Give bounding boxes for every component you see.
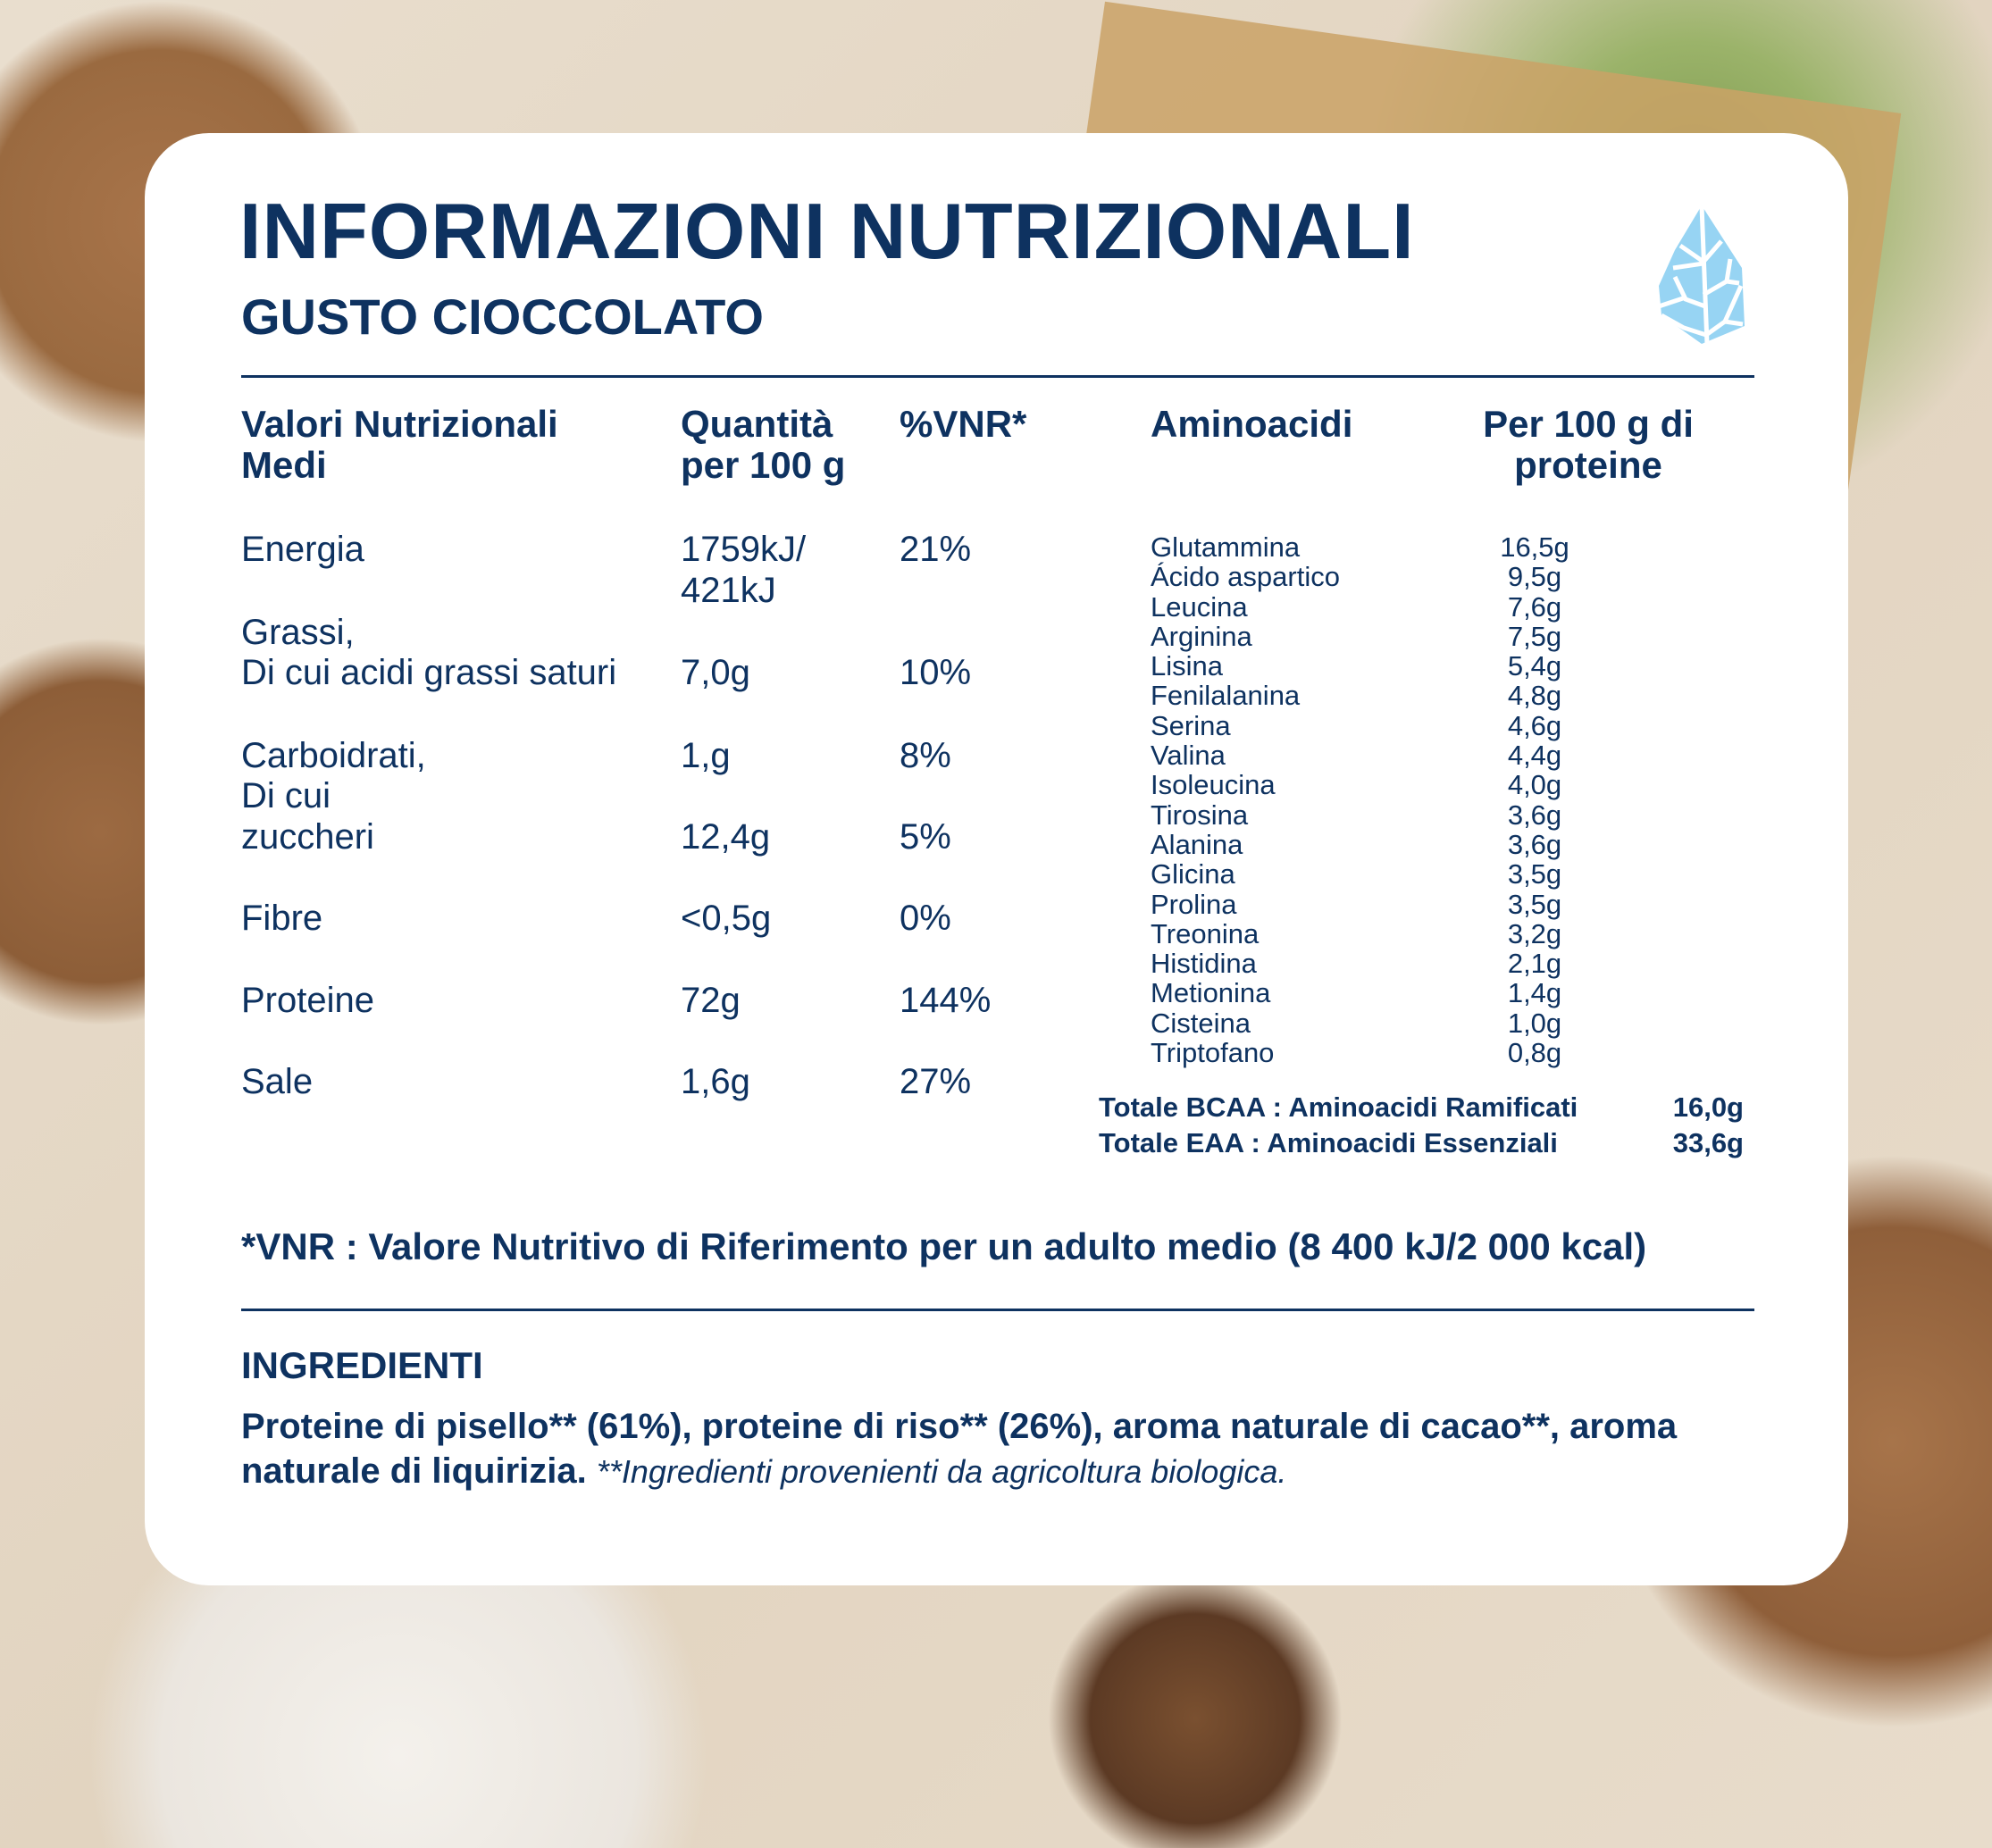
page-title: INFORMAZIONI NUTRIZIONALI <box>239 187 1415 275</box>
amino-row: Isoleucina 4,0g <box>1151 769 1651 801</box>
amino-row: Treonina 3,2g <box>1151 919 1651 949</box>
amino-name: Fenilalanina <box>1151 680 1301 712</box>
amino-row: Histidina 2,1g <box>1151 948 1651 980</box>
nutrient-quantity: <0,5g <box>681 899 772 938</box>
amino-row: Prolina 3,5g <box>1151 888 1651 920</box>
amino-name: Histidina <box>1151 948 1257 980</box>
col-header-amino: Aminoacidi <box>1151 403 1353 445</box>
divider <box>241 375 1754 378</box>
nutrient-vnr: 10% <box>900 653 972 692</box>
amino-name: Glutammina <box>1151 531 1301 563</box>
amino-name: Cisteina <box>1151 1007 1251 1039</box>
nutrient-vnr: 144% <box>900 981 992 1020</box>
page-subtitle: GUSTO CIOCCOLATO <box>241 288 764 345</box>
amino-value: 4,4g <box>1507 740 1562 772</box>
amino-name: Metionina <box>1151 977 1271 1009</box>
amino-value: 3,5g <box>1507 888 1562 920</box>
amino-row: Valina 4,4g <box>1151 740 1651 772</box>
nutrient-vnr: 0% <box>900 899 951 938</box>
amino-value: 4,6g <box>1507 709 1562 741</box>
amino-name: Triptofano <box>1151 1037 1275 1069</box>
amino-name: Tirosina <box>1151 799 1249 831</box>
nutrient-name: Carboidrati, <box>241 736 426 775</box>
nutrient-quantity: 1,g <box>681 736 731 775</box>
nutrient-name: Di cui acidi grassi saturi <box>241 653 617 692</box>
ingredients-note: **Ingredienti provenienti da agricoltura… <box>596 1453 1287 1490</box>
amino-value: 3,2g <box>1507 917 1562 949</box>
amino-row: Triptofano 0,8g <box>1151 1037 1651 1069</box>
amino-name: Isoleucina <box>1151 769 1276 801</box>
amino-value: 1,0g <box>1507 1007 1562 1039</box>
amino-value: 4,8g <box>1507 680 1562 712</box>
amino-value: 0,8g <box>1507 1037 1562 1069</box>
amino-name: Treonina <box>1151 917 1260 949</box>
amino-row: Glutammina 16,5g <box>1151 531 1651 563</box>
nutrient-quantity: 72g <box>681 981 741 1020</box>
amino-value: 3,6g <box>1507 799 1562 831</box>
amino-name: Ácido aspartico <box>1151 561 1340 593</box>
amino-name: Glicina <box>1151 858 1235 891</box>
eaa-value: 33,6g <box>1672 1127 1744 1158</box>
eaa-label: Totale EAA : Aminoacidi Essenziali <box>1099 1127 1558 1158</box>
amino-row: Fenilalanina 4,8g <box>1151 680 1651 712</box>
nutrient-name: zuccheri <box>241 817 374 857</box>
nutrient-name: Grassi, <box>241 613 355 652</box>
amino-value: 16,5g <box>1500 531 1569 563</box>
amino-name: Alanina <box>1151 828 1243 860</box>
col-header-vnr: %VNR* <box>900 403 1027 445</box>
amino-value: 3,6g <box>1507 828 1562 860</box>
nutrient-quantity: 12,4g <box>681 817 771 857</box>
amino-row: Arginina 7,5g <box>1151 620 1651 652</box>
nutrient-name: Fibre <box>241 899 323 938</box>
leaf-drop-icon <box>1658 205 1745 345</box>
col-header-name: Valori Nutrizionali Medi <box>241 403 558 486</box>
amino-value: 7,6g <box>1507 590 1562 623</box>
amino-row: Ácido aspartico 9,5g <box>1151 561 1651 593</box>
amino-value: 3,5g <box>1507 858 1562 891</box>
amino-row: Metionina 1,4g <box>1151 978 1651 1008</box>
vnr-footnote: *VNR : Valore Nutritivo di Riferimento p… <box>241 1225 1647 1267</box>
amino-row: Tirosina 3,6g <box>1151 799 1651 831</box>
bcaa-label: Totale BCAA : Aminoacidi Ramificati <box>1099 1091 1578 1123</box>
amino-row: Lisina 5,4g <box>1151 650 1651 682</box>
nutrient-name: Energia <box>241 530 364 569</box>
nutrient-name: Proteine <box>241 981 374 1020</box>
amino-list: Glutammina 16,5g Ácido aspartico 9,5g Leucin… <box>1151 531 1651 1069</box>
nutrient-quantity: 7,0g <box>681 653 750 692</box>
bcaa-value: 16,0g <box>1672 1091 1744 1123</box>
amino-value: 7,5g <box>1507 620 1562 652</box>
nutrient-quantity: 1,6g <box>681 1062 750 1101</box>
nutrient-name: Sale <box>241 1062 314 1101</box>
amino-name: Valina <box>1151 740 1226 772</box>
col-header-per100: Per 100 g di proteine <box>1483 403 1694 486</box>
ingredients-heading: INGREDIENTI <box>241 1344 483 1386</box>
amino-row: Leucina 7,6g <box>1151 590 1651 623</box>
amino-row: Cisteina 1,0g <box>1151 1008 1651 1038</box>
amino-value: 2,1g <box>1507 948 1562 980</box>
amino-name: Leucina <box>1151 590 1248 623</box>
nutrient-vnr: 21% <box>900 530 972 569</box>
amino-value: 1,4g <box>1507 977 1562 1009</box>
nutrient-vnr: 27% <box>900 1062 972 1101</box>
amino-value: 5,4g <box>1507 650 1562 682</box>
nutrient-name: Di cui <box>241 776 331 815</box>
ingredients-text: Proteine di pisello** (61%), proteine di… <box>241 1404 1760 1494</box>
nutrient-vnr: 5% <box>900 817 951 857</box>
amino-row: Serina 4,6g <box>1151 709 1651 741</box>
amino-name: Lisina <box>1151 650 1223 682</box>
amino-name: Prolina <box>1151 888 1237 920</box>
amino-row: Alanina 3,6g <box>1151 828 1651 860</box>
nutrient-vnr: 8% <box>900 736 951 775</box>
nutrient-quantity: 1759kJ/ 421kJ <box>681 530 807 610</box>
amino-name: Serina <box>1151 709 1231 741</box>
amino-value: 9,5g <box>1507 561 1562 593</box>
amino-row: Glicina 3,5g <box>1151 858 1651 891</box>
divider <box>241 1309 1754 1311</box>
col-header-qty: Quantità per 100 g <box>681 403 846 486</box>
ingredients-list: Proteine di pisello** (61%), proteine di… <box>241 1407 1678 1491</box>
amino-value: 4,0g <box>1507 769 1562 801</box>
amino-name: Arginina <box>1151 620 1252 652</box>
